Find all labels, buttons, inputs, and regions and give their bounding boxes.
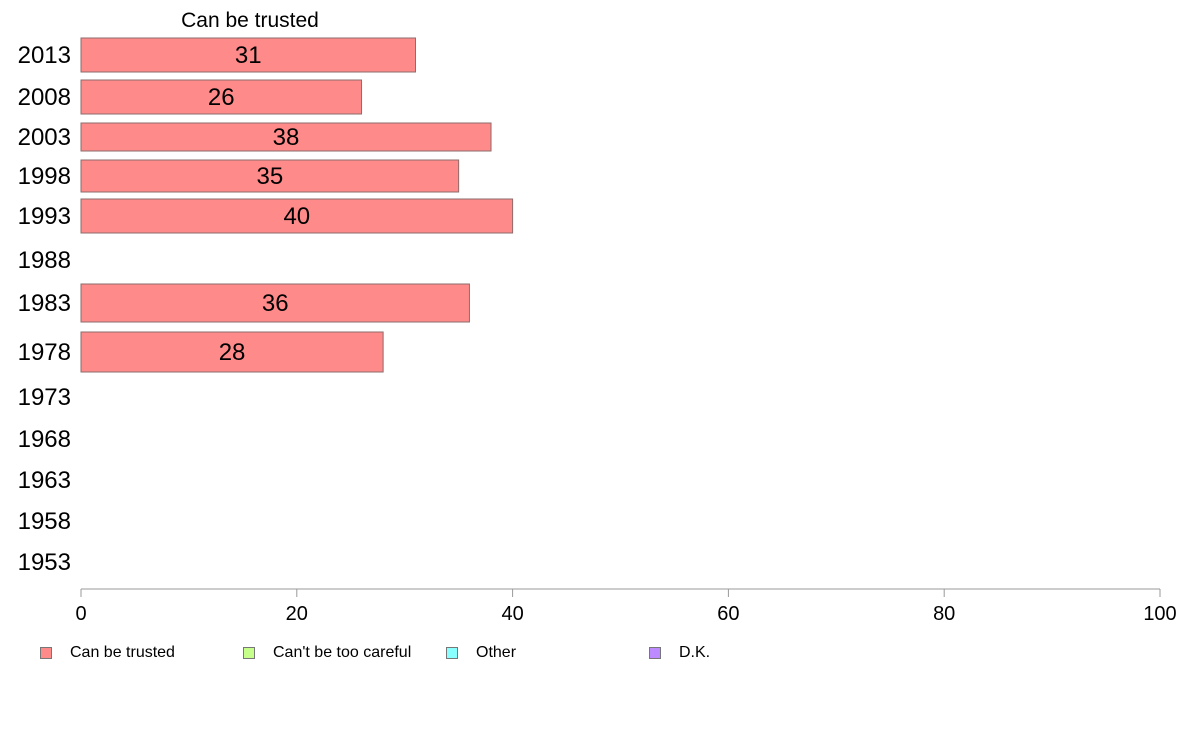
bar-value-label: 40 (283, 203, 310, 230)
bar-value-label: 38 (273, 124, 300, 151)
category-label: 1968 (18, 426, 71, 453)
bar (80, 79, 363, 115)
category-label: 1998 (18, 163, 71, 190)
category-label: 2008 (18, 84, 71, 111)
x-tick-label: 80 (933, 603, 955, 625)
bar-value-label: 28 (219, 339, 246, 366)
legend-swatch (649, 647, 661, 659)
legend-item-cant-be-too-careful: Can't be too careful (243, 642, 411, 664)
bar-value-label: 36 (262, 290, 289, 317)
x-tick-label: 60 (717, 603, 739, 625)
category-label: 2013 (18, 42, 71, 69)
bar-value-label: 35 (256, 163, 283, 190)
chart-title: Can be trusted (181, 9, 319, 32)
bar (80, 331, 384, 373)
category-label: 1958 (18, 508, 71, 535)
category-label: 1978 (18, 339, 71, 366)
bar (80, 198, 514, 234)
x-tick-label: 100 (1143, 603, 1176, 625)
category-label: 1953 (18, 549, 71, 576)
x-tick-label: 0 (75, 603, 86, 625)
x-tick-label: 40 (501, 603, 523, 625)
bar-chart: Can be trusted 2013 2008 2003 1998 1993 1988 1… (18, 9, 1177, 625)
y-axis-labels: 2013 2008 2003 1998 1993 1988 1983 1978 1973 1968… (18, 42, 71, 576)
category-label: 2003 (18, 124, 71, 151)
legend-item-dk: D.K. (649, 642, 710, 664)
category-label: 1993 (18, 203, 71, 230)
category-label: 1973 (18, 384, 71, 411)
category-label: 1983 (18, 290, 71, 317)
legend-item-can-be-trusted: Can be trusted (40, 642, 175, 664)
legend-label: Other (476, 644, 517, 661)
legend-swatch (40, 647, 52, 659)
x-axis: 0 20 40 60 80 100 (75, 588, 1177, 625)
bar-value-label: 31 (235, 42, 262, 69)
legend-swatch (243, 647, 255, 659)
bar (80, 283, 470, 323)
bar-value-label: 26 (208, 84, 235, 111)
legend-item-other: Other (446, 642, 516, 664)
category-label: 1988 (18, 247, 71, 274)
bar (80, 37, 416, 73)
legend-label: Can be trusted (70, 644, 175, 661)
bar (80, 159, 460, 193)
legend-label: Can't be too careful (273, 644, 412, 661)
legend: Can be trusted Can't be too careful Othe… (0, 642, 1188, 666)
legend-label: D.K. (679, 644, 711, 661)
bar (80, 122, 492, 152)
x-tick-label: 20 (286, 603, 308, 625)
legend-swatch (446, 647, 458, 659)
category-label: 1963 (18, 467, 71, 494)
